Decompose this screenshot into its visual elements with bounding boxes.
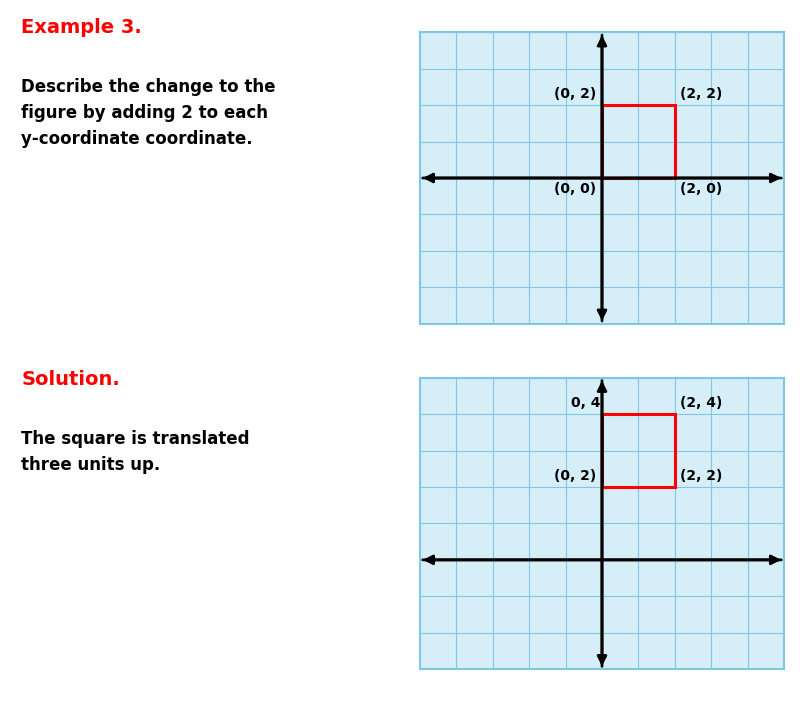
Text: (0, 0): (0, 0) [554, 183, 597, 197]
Text: (0, 2): (0, 2) [554, 87, 597, 101]
Text: Example 3.: Example 3. [22, 18, 142, 37]
Text: Describe the change to the
figure by adding 2 to each
y-coordinate coordinate.: Describe the change to the figure by add… [22, 78, 276, 148]
Text: The square is translated
three units up.: The square is translated three units up. [22, 430, 250, 474]
Text: (2, 0): (2, 0) [680, 183, 722, 197]
Text: (2, 4): (2, 4) [680, 396, 722, 410]
Text: (2, 2): (2, 2) [680, 87, 722, 101]
Text: Solution.: Solution. [22, 370, 120, 389]
Text: (0, 2): (0, 2) [554, 469, 597, 483]
Text: (2, 2): (2, 2) [680, 469, 722, 483]
Text: 0, 4: 0, 4 [570, 396, 600, 410]
Bar [602, 415, 674, 487]
Bar [602, 105, 674, 178]
